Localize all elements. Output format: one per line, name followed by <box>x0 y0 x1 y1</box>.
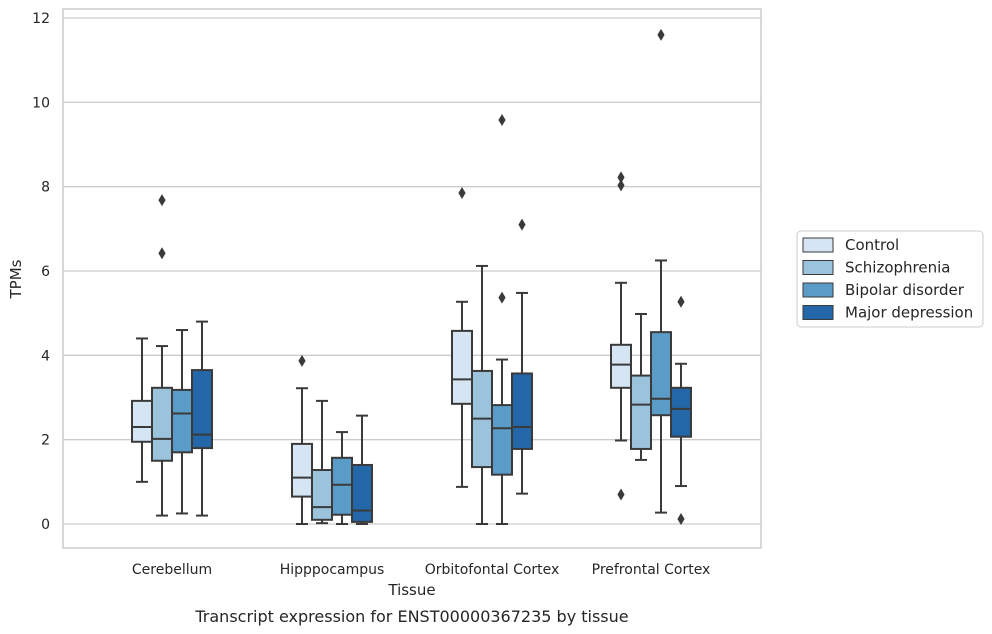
box-body <box>311 469 333 521</box>
x-tick-label: Prefrontal Cortex <box>592 562 711 578</box>
outlier-point <box>677 512 685 525</box>
figure-caption: Transcript expression for ENST0000036723… <box>194 607 628 626</box>
box-0-2 <box>451 186 473 488</box>
legend-frame <box>796 230 984 328</box>
outlier-point <box>617 488 625 501</box>
x-tick-labels: Cerebellum Hipppocampus Orbitofontal Corte… <box>132 562 710 578</box>
y-tick-labels: 0 2 4 6 8 10 12 <box>32 11 50 533</box>
legend-swatch <box>802 305 834 320</box>
outlier-point <box>657 28 665 41</box>
box-body <box>191 369 213 450</box>
legend-label: Major depression <box>845 304 973 322</box>
box-3-2 <box>511 218 533 495</box>
outlier-point <box>518 218 526 231</box>
box-body <box>511 372 533 450</box>
box-body <box>630 374 652 450</box>
box-body <box>291 442 313 498</box>
box-body <box>650 331 672 417</box>
y-tick-label: 6 <box>41 264 50 280</box>
legend-swatch <box>802 282 834 298</box>
outlier-point <box>677 295 685 308</box>
legend: Control Schizophrenia Bipolar disorder Majo… <box>796 230 984 328</box>
box-0-0 <box>131 337 153 483</box>
box-body <box>331 456 353 516</box>
outlier-point <box>158 247 166 260</box>
y-axis-label: TPMs <box>7 259 25 299</box>
legend-label: Bipolar disorder <box>845 281 965 299</box>
outlier-point <box>498 291 506 304</box>
box-3-3 <box>670 295 692 525</box>
box-2-2 <box>491 114 513 525</box>
box-2-0 <box>171 329 193 515</box>
legend-swatch <box>802 237 834 253</box>
y-tick-label: 2 <box>41 433 50 449</box>
box-body <box>171 388 193 454</box>
legend-swatch <box>802 260 834 275</box>
box-2-1 <box>331 431 353 525</box>
y-tick-label: 12 <box>32 11 50 27</box>
outlier-point <box>298 354 306 367</box>
box-1-2 <box>471 264 493 525</box>
x-tick-label: Orbitofontal Cortex <box>425 562 560 578</box>
plot-frame <box>62 8 762 549</box>
outlier-point <box>617 171 625 184</box>
outlier-point <box>498 114 506 127</box>
box-3-1 <box>351 414 373 525</box>
legend-label: Control <box>845 236 899 254</box>
box-body <box>351 463 373 523</box>
box-plots <box>131 28 692 525</box>
y-tick-label: 0 <box>41 517 50 533</box>
legend-label: Schizophrenia <box>845 259 950 277</box>
box-body <box>491 404 513 476</box>
box-body <box>670 386 692 438</box>
box-1-3 <box>630 313 652 461</box>
box-1-1 <box>311 399 333 525</box>
x-tick-label: Hipppocampus <box>280 562 385 578</box>
box-body <box>610 343 632 389</box>
y-tick-label: 8 <box>41 180 50 196</box>
box-3-0 <box>191 320 213 517</box>
y-tick-label: 10 <box>32 95 50 111</box>
outlier-point <box>617 179 625 192</box>
box-body <box>151 386 173 462</box>
outlier-point <box>458 186 466 199</box>
outlier-point <box>158 194 166 207</box>
y-tick-label: 4 <box>41 348 50 364</box>
box-body <box>451 329 473 405</box>
box-body <box>131 399 153 443</box>
box-2-3 <box>650 28 672 514</box>
x-tick-label: Cerebellum <box>132 562 212 578</box>
box-0-3 <box>610 171 632 501</box>
x-axis-label: Tissue <box>387 581 435 599</box>
